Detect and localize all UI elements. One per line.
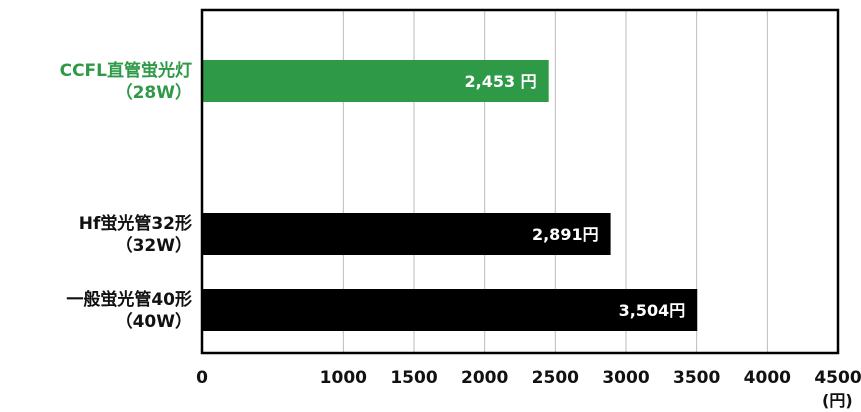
- x-tick-label: 4000: [744, 368, 791, 388]
- category-label-line2: （32W）: [116, 235, 192, 256]
- category-labels: CCFL直管蛍光灯（28W） Hf蛍光管32形（32W） 一般蛍光管40形（40W）: [60, 60, 192, 332]
- x-tick-label: 0: [196, 368, 208, 388]
- x-tick-labels: 0 1000 1500 2000 2500 3000 3500 4000 4500: [196, 368, 861, 388]
- category-label-line2: （40W）: [116, 311, 192, 332]
- bar: [202, 213, 611, 255]
- x-tick-label: 2000: [461, 368, 508, 388]
- bar: [202, 289, 698, 331]
- x-tick-label: 3000: [602, 368, 649, 388]
- category-label-line1: CCFL直管蛍光灯: [60, 60, 192, 81]
- x-tick-label: 2500: [532, 368, 579, 388]
- bar-value-label: 3,504円: [619, 301, 686, 320]
- x-tick-label: 1000: [320, 368, 367, 388]
- bars: [202, 60, 698, 331]
- category-label-line1: 一般蛍光管40形: [66, 289, 192, 310]
- bar-value-label: 2,891円: [532, 225, 599, 244]
- x-tick-label: 4500: [814, 368, 861, 388]
- category-label-line2: （28W）: [116, 82, 192, 103]
- bar-value-labels: 2,453 円 2,891円 3,504円: [465, 72, 686, 320]
- category-label-line1: Hf蛍光管32形: [79, 213, 192, 234]
- x-unit-label: (円): [822, 391, 853, 410]
- bar-value-label: 2,453 円: [465, 72, 537, 91]
- x-tick-label: 3500: [673, 368, 720, 388]
- plot-border: [200, 8, 840, 355]
- bar: [202, 60, 549, 102]
- x-tick-label: 1500: [390, 368, 437, 388]
